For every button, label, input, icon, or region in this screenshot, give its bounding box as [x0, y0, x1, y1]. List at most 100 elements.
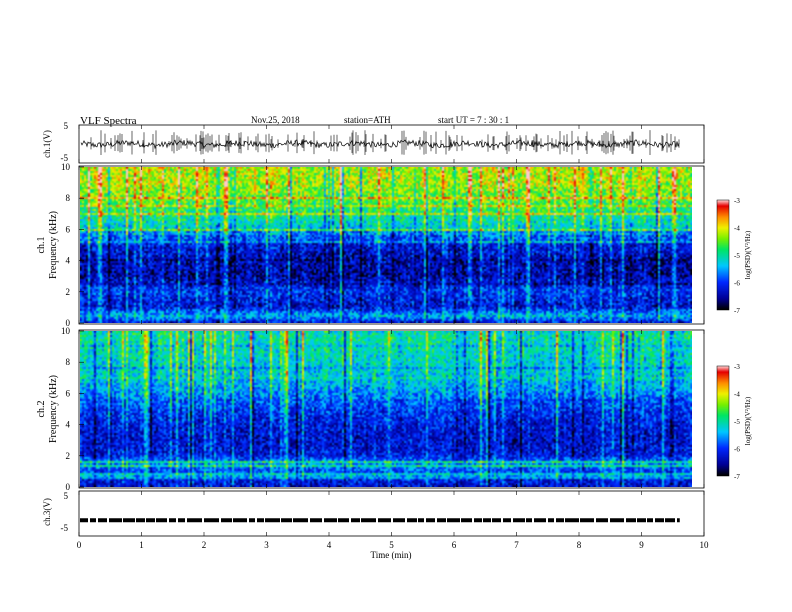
start-time-label: start UT = 7 : 30 : 1	[438, 115, 509, 125]
ch3-trace-segment	[324, 518, 337, 523]
spec-ytick-label: 2	[66, 287, 71, 297]
ch2-spec-yticks: 0 2 4 6 8 10	[61, 326, 84, 492]
ch1-spectrogram-panel: 0 2 4 6 8 10 ch.1 Frequency (kHz)	[36, 162, 705, 328]
colorbar-tick-label: -5	[734, 252, 740, 260]
colorbar-tick-label: -7	[734, 473, 740, 481]
ch3-trace-segment	[221, 518, 232, 523]
ch3-trace-segment	[98, 518, 107, 523]
spec-ytick-label: 6	[66, 388, 71, 398]
figure-title: VLF Spectra	[80, 115, 137, 127]
ch3-trace-segment	[281, 518, 292, 523]
ch3-trace-segment	[492, 518, 501, 523]
colorbar-tick-label: -5	[734, 418, 740, 426]
ch2-colorbar-label: log(PSD)(V²/Hz)	[744, 396, 752, 445]
time-tick-label: 8	[577, 540, 582, 550]
ch1-spec-ylabel-line2: Frequency (kHz)	[48, 211, 59, 279]
ch3-trace-segment	[378, 518, 391, 523]
time-tick-label: 1	[139, 540, 144, 550]
ch3-trace-segment	[361, 518, 376, 523]
ch3-trace-segment	[626, 518, 636, 523]
time-axis-ticks: 0 1 2 3 4 5 6 7 8 9 10	[77, 125, 709, 550]
ch3-trace-segment	[474, 518, 482, 523]
ch3-trace-segment	[526, 518, 532, 523]
spec-ytick-label: 4	[66, 420, 71, 430]
ch3-trace-segment	[338, 518, 349, 523]
ch3-trace-segment	[461, 518, 472, 523]
ch3-trace-segment	[610, 518, 624, 523]
ch3-waveform-panel: 5 -5 ch.3(V)	[42, 490, 705, 537]
spec-ytick-label: 8	[66, 193, 71, 203]
ch3-trace-segment	[655, 518, 664, 523]
ch2-spec-ylabel-line2: Frequency (kHz)	[48, 375, 59, 443]
ch3-trace-segment	[677, 518, 680, 523]
ch3-trace-segment	[580, 518, 594, 523]
ch3-trace-segment	[665, 518, 675, 523]
ch2-colorbar: -3 -4 -5 -6 -7 log(PSD)(V²/Hz)	[716, 363, 752, 481]
ch1-spec-yticks: 0 2 4 6 8 10	[61, 162, 84, 328]
ch3-ytick-top: 5	[64, 491, 69, 501]
ch3-trace-segment	[418, 518, 424, 523]
ch3-trace-segment	[548, 518, 554, 523]
ch3-trace-segment	[257, 518, 264, 523]
date-label: Nov.25, 2018	[251, 115, 300, 125]
ch1-waveform-spikes	[90, 130, 680, 156]
colorbar-tick-label: -7	[734, 307, 740, 315]
spec-ytick-label: 0	[66, 482, 71, 492]
spec-ytick-label: 10	[61, 326, 71, 336]
ch3-trace-segment	[426, 518, 435, 523]
spec-ytick-label: 0	[66, 318, 71, 328]
ch1-colorbar-ticks: -3 -4 -5 -6 -7	[734, 197, 740, 315]
ch1-spectrogram-image	[80, 167, 692, 323]
ch3-ytick-bottom: -5	[61, 523, 69, 533]
ch3-trace-segment	[169, 518, 176, 523]
colorbar-tick-label: -6	[734, 446, 740, 454]
ch1-spec-ylabel-line1: ch.1	[36, 237, 47, 254]
ch2-colorbar-ticks: -3 -4 -5 -6 -7	[734, 363, 740, 481]
ch3-trace-segment	[393, 518, 405, 523]
ch3-trace-segment	[534, 518, 546, 523]
ch1-colorbar: -3 -4 -5 -6 -7 log(PSD)(V²/Hz)	[716, 197, 752, 315]
ch3-trace-segment	[204, 518, 219, 523]
ch3-trace-segment	[249, 518, 255, 523]
ch2-colorbar-gradient	[717, 366, 729, 476]
station-label: station=ATH	[344, 115, 391, 125]
ch3-waveform-trace	[80, 518, 680, 523]
ch2-spectrogram-panel: 0 2 4 6 8 10 ch.2 Frequency (kHz)	[36, 326, 705, 492]
spec-ytick-label: 6	[66, 224, 71, 234]
time-tick-label: 2	[202, 540, 207, 550]
ch3-trace-segment	[187, 518, 202, 523]
ch3-ylabel: ch.3(V)	[42, 498, 52, 526]
ch3-trace-segment	[123, 518, 135, 523]
ch1-colorbar-frame	[716, 199, 730, 311]
ch3-trace-segment	[293, 518, 308, 523]
ch1-waveform-panel: 5 -5 ch.1(V)	[42, 121, 705, 164]
ch2-colorbar-frame	[716, 365, 730, 477]
time-axis-label: Time (min)	[371, 550, 412, 560]
ch3-trace-segment	[109, 518, 122, 523]
ch3-trace-segment	[178, 518, 185, 523]
time-tick-label: 6	[452, 540, 457, 550]
colorbar-tick-label: -6	[734, 280, 740, 288]
ch1-colorbar-gradient	[717, 200, 729, 310]
spec-ytick-label: 2	[66, 451, 71, 461]
ch3-plot-frame	[78, 490, 705, 537]
colorbar-tick-label: -4	[734, 391, 740, 399]
ch3-trace-segment	[90, 518, 96, 523]
time-tick-label: 9	[639, 540, 644, 550]
ch3-trace-segment	[310, 518, 322, 523]
ch3-trace-segment	[136, 518, 145, 523]
ch3-trace-segment	[483, 518, 491, 523]
ch3-trace-segment	[565, 518, 579, 523]
time-tick-label: 5	[389, 540, 394, 550]
colorbar-tick-label: -3	[734, 197, 740, 205]
ch3-trace-segment	[80, 518, 88, 523]
colorbar-tick-label: -4	[734, 225, 740, 233]
time-tick-label: 10	[700, 540, 710, 550]
ch3-trace-segment	[447, 518, 460, 523]
time-tick-label: 7	[514, 540, 519, 550]
time-tick-label: 0	[77, 540, 82, 550]
spec-ytick-label: 8	[66, 357, 71, 367]
ch3-trace-segment	[233, 518, 247, 523]
ch3-trace-segment	[596, 518, 608, 523]
